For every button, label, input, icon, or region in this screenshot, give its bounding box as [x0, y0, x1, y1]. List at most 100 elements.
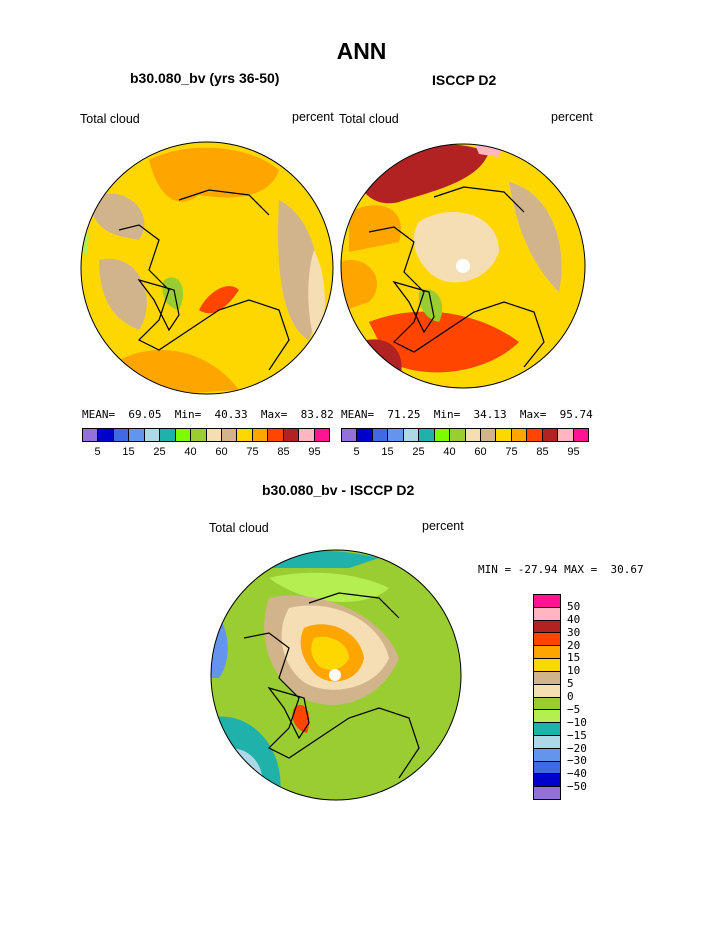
- panel2-colorbar-tick-label: 15: [381, 446, 394, 458]
- diff-colorbar-swatch: [534, 684, 560, 698]
- panel2-colorbar-swatch: [342, 429, 358, 441]
- diff-colorbar-swatch: [534, 723, 560, 736]
- diff-pole-hole: [329, 669, 341, 681]
- diff-colorbar-swatch: [534, 697, 560, 711]
- panel1-colorbar-tick-label: 75: [246, 446, 259, 458]
- panel1-colorbar-tick-label: 15: [122, 446, 135, 458]
- panel2-colorbar-tick-label: 75: [505, 446, 518, 458]
- diff-red-patch: [292, 704, 310, 733]
- panel2-coastline: [368, 186, 545, 368]
- panel2-mean-value: 71.25: [387, 408, 421, 421]
- panel1-colorbar-tick-label: 60: [215, 446, 228, 458]
- panel1-colorbar-swatch: [221, 429, 238, 441]
- panel2-min-label: Min=: [433, 408, 461, 421]
- panel1-colorbar-swatch: [144, 429, 161, 441]
- panel1-subtitle: b30.080_bv (yrs 36-50): [130, 70, 280, 86]
- panel1-colorbar-tick-label: 5: [94, 446, 101, 458]
- diff-colorbar: [533, 594, 561, 800]
- diff-lightgreen-region: [269, 572, 389, 602]
- panel1-colorbar-swatch: [268, 429, 284, 441]
- panel2-colorbar-swatch: [372, 429, 389, 441]
- panel2-colorbar-swatch: [357, 429, 373, 441]
- panel1-colorbar-tick-label: 85: [277, 446, 290, 458]
- diff-colorbar-tick-label: −15: [567, 728, 587, 742]
- panel1-colorbar-swatch: [252, 429, 269, 441]
- panel2-stats: MEAN= 71.25 Min= 34.13 Max= 95.74: [341, 408, 593, 421]
- panel1-polar-map: [80, 141, 334, 395]
- figure-title: ANN: [336, 38, 387, 64]
- diff-colorbar-tick-label: 30: [567, 625, 581, 639]
- panel2-colorbar-swatch: [419, 429, 435, 441]
- panel2-colorbar-swatch: [558, 429, 574, 441]
- panel1-red-streak: [199, 286, 239, 314]
- panel2-colorbar-swatch: [388, 429, 404, 441]
- panel2-colorbar-swatch: [434, 429, 451, 441]
- diff-colorbar-swatch: [534, 735, 560, 749]
- panel1-tan-region-north: [89, 193, 145, 240]
- panel2-green-patch: [418, 289, 443, 322]
- diff-colorbar-swatch: [534, 710, 560, 724]
- panel2-polar-map: [340, 143, 586, 389]
- panel2-orange-region-west: [341, 260, 378, 312]
- diff-coastline: [243, 592, 420, 779]
- diff-colorbar-swatch: [534, 633, 560, 647]
- panel1-colorbar-swatch: [129, 429, 145, 441]
- panel1-mean-label: MEAN=: [82, 408, 116, 421]
- panel2-colorbar-tick-label: 95: [567, 446, 580, 458]
- panel2-max-value: 95.74: [559, 408, 593, 421]
- panel2-map-border: [340, 143, 586, 389]
- diff-colorbar-tick-label: 15: [567, 651, 581, 665]
- panel2-colorbar-tick-label: 25: [412, 446, 425, 458]
- panel2-pink-region-south: [341, 356, 370, 388]
- panel1-colorbar-tick-label: 95: [308, 446, 321, 458]
- diff-colorbar-tick-label: 50: [567, 599, 581, 613]
- diff-polar-map: [210, 549, 462, 801]
- panel1-colorbar-swatch: [314, 429, 329, 441]
- panel2-colorbar-swatch: [511, 429, 528, 441]
- diff-colorbar-tick-label: −20: [567, 741, 587, 755]
- panel1-min-value: 40.33: [214, 408, 248, 421]
- diff-colorbar-tick-label: 0: [567, 690, 574, 703]
- diff-colorbar-tick-label: 40: [567, 612, 581, 626]
- panel1-colorbar-swatch: [283, 429, 300, 441]
- panel2-colorbar-swatch: [573, 429, 588, 441]
- diff-field-label: Total cloud: [209, 521, 269, 535]
- diff-colorbar-swatch: [534, 646, 560, 660]
- diff-minmax: MIN = -27.94 MAX = 30.67: [478, 563, 644, 576]
- panel2-colorbar: [341, 428, 589, 442]
- panel1-coastline: [118, 189, 290, 371]
- panel2-colorbar-tick-label: 40: [443, 446, 456, 458]
- panel2-orange-region-north: [349, 205, 401, 252]
- panel2-colorbar-swatch: [527, 429, 543, 441]
- panel2-min-value: 34.13: [473, 408, 507, 421]
- panel2-colorbar-swatch: [450, 429, 466, 441]
- panel1-mean-value: 69.05: [128, 408, 162, 421]
- diff-colorbar-swatch: [534, 595, 560, 608]
- panel2-pole-hole: [456, 259, 470, 273]
- panel2-colorbar-swatch: [465, 429, 481, 441]
- diff-colorbar-swatch: [534, 659, 560, 672]
- diff-colorbar-tick-label: −10: [567, 715, 587, 729]
- panel2-field-label: Total cloud: [339, 112, 399, 126]
- diff-colorbar-tick-label: −50: [567, 780, 587, 794]
- panel1-colorbar-swatch: [160, 429, 176, 441]
- panel1-colorbar: [82, 428, 330, 442]
- panel1-colorbar-swatch: [237, 429, 253, 441]
- panel2-colorbar-ticks: 5 15 25 40 60 75 85 95: [341, 446, 589, 460]
- panel2-mean-label: MEAN=: [341, 408, 375, 421]
- panel1-colorbar-swatch: [299, 429, 315, 441]
- panel1-colorbar-swatch: [83, 429, 99, 441]
- diff-colorbar-swatch: [534, 671, 560, 685]
- panel1-min-label: Min=: [174, 408, 202, 421]
- panel1-colorbar-swatch: [206, 429, 222, 441]
- diff-units-label: percent: [422, 519, 464, 533]
- diff-colorbar-tick-label: −5: [567, 702, 581, 716]
- panel1-colorbar-swatch: [175, 429, 192, 441]
- panel2-wheat-region-pole: [413, 212, 499, 283]
- panel1-max-value: 83.82: [300, 408, 334, 421]
- panel1-colorbar-swatch: [98, 429, 114, 441]
- panel2-colorbar-swatch: [403, 429, 420, 441]
- panel1-colorbar-tick-label: 40: [184, 446, 197, 458]
- panel1-green-patch: [162, 277, 184, 310]
- diff-colorbar-swatch: [534, 787, 560, 799]
